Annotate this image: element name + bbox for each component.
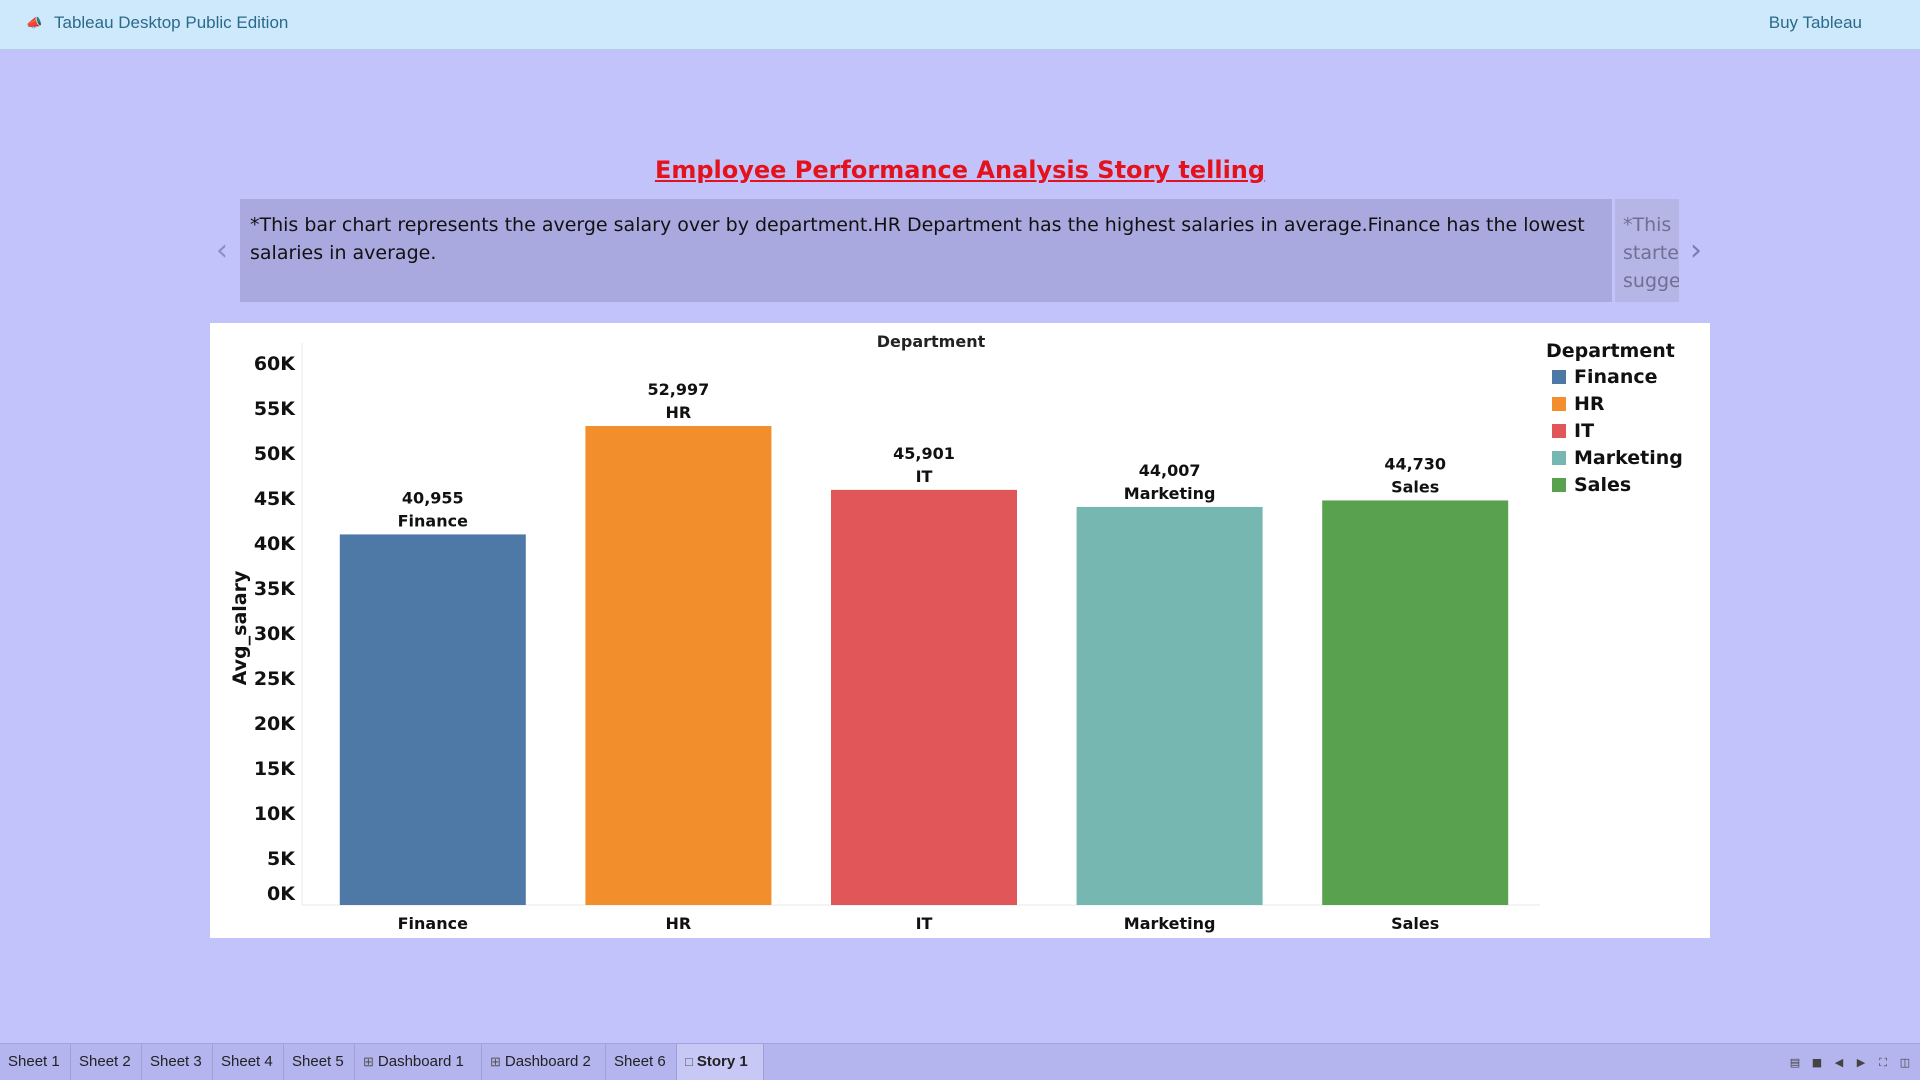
legend-item-sales: Sales — [1574, 474, 1631, 496]
bar-category-label: Sales — [1391, 477, 1439, 496]
x-tick-label: HR — [666, 914, 692, 933]
x-tick-label: IT — [916, 914, 933, 933]
tab-dashboard-2[interactable]: ⊞ Dashboard 2 — [482, 1044, 606, 1080]
x-tick-label: Marketing — [1124, 914, 1216, 933]
y-tick-label: 25K — [254, 668, 296, 690]
legend-item-finance: Finance — [1574, 366, 1658, 388]
tab-label: Sheet 5 — [292, 1053, 344, 1070]
story-point-caption[interactable]: *This bar chart represents the averge sa… — [240, 199, 1612, 302]
presentation-mode-icon[interactable]: ⛶ — [1879, 1056, 1887, 1069]
legend-swatch — [1552, 370, 1566, 384]
y-tick-label: 15K — [254, 758, 296, 780]
tab-label: Sheet 6 — [614, 1053, 666, 1070]
y-tick-label: 50K — [254, 443, 296, 465]
next-story-point-arrow-icon[interactable]: › — [1690, 233, 1702, 268]
next-caption-line: starte — [1623, 242, 1679, 264]
show-sheet-sorter-icon[interactable]: ▤ — [1789, 1056, 1801, 1069]
bar-marketing — [1076, 506, 1263, 905]
tab-label: Sheet 3 — [150, 1053, 202, 1070]
previous-sheet-icon[interactable]: ◀ — [1834, 1056, 1844, 1069]
legend-swatch — [1552, 478, 1566, 492]
tab-sheet-3[interactable]: Sheet 3 — [142, 1044, 213, 1080]
bar-value-label: 44,730 — [1384, 454, 1446, 473]
next-sheet-icon[interactable]: ▶ — [1856, 1056, 1866, 1069]
tab-label: Dashboard 2 — [504, 1053, 591, 1070]
y-tick-label: 5K — [267, 848, 296, 870]
y-tick-label: 40K — [254, 533, 296, 555]
tab-sheet-2[interactable]: Sheet 2 — [71, 1044, 142, 1080]
y-tick-label: 35K — [254, 578, 296, 600]
tab-label: Sheet 2 — [79, 1053, 131, 1070]
tab-bar-tools: ▤ ■ ◀ ▶ ⛶ ◫ — [1788, 1056, 1912, 1070]
next-caption-line: *This — [1623, 214, 1672, 236]
x-tick-label: Sales — [1391, 914, 1439, 933]
y-tick-label: 20K — [254, 713, 296, 735]
tab-sheet-5[interactable]: Sheet 5 — [284, 1044, 355, 1080]
tab-label: Sheet 1 — [8, 1053, 60, 1070]
dashboard-icon: ⊞ — [490, 1054, 501, 1069]
tab-label: Dashboard 1 — [377, 1053, 464, 1070]
show-filmstrip-icon[interactable]: ■ — [1811, 1056, 1823, 1069]
y-tick-label: 60K — [254, 353, 296, 375]
bar-category-label: IT — [916, 467, 933, 486]
bar-value-label: 52,997 — [648, 380, 710, 399]
y-tick-label: 0K — [267, 883, 296, 905]
tab-label: Sheet 4 — [221, 1053, 273, 1070]
tab-sheet-6[interactable]: Sheet 6 — [606, 1044, 677, 1080]
previous-story-point-arrow-icon[interactable]: ‹ — [216, 233, 228, 268]
tab-dashboard-1[interactable]: ⊞ Dashboard 1 — [355, 1044, 482, 1080]
bar-category-label: HR — [666, 403, 692, 422]
story-title: Employee Performance Analysis Story tell… — [654, 156, 1266, 184]
bar-sales — [1322, 500, 1509, 905]
chart-title: Department — [877, 332, 986, 351]
legend-swatch — [1552, 451, 1566, 465]
present-icon[interactable]: ◫ — [1899, 1056, 1911, 1069]
y-tick-label: 10K — [254, 803, 296, 825]
y-axis-label: Avg_salary — [229, 570, 251, 685]
buy-tableau-link[interactable]: Buy Tableau — [1768, 13, 1862, 32]
y-tick-label: 30K — [254, 623, 296, 645]
story-icon: □ — [685, 1054, 693, 1069]
bar-value-label: 40,955 — [402, 488, 464, 507]
legend-swatch — [1552, 397, 1566, 411]
y-tick-label: 55K — [254, 398, 296, 420]
legend-swatch — [1552, 424, 1566, 438]
next-caption-line: sugge — [1623, 270, 1679, 292]
tab-label: Story 1 — [696, 1053, 748, 1070]
tab-story-1[interactable]: □ Story 1 — [677, 1044, 764, 1080]
bar-hr — [585, 426, 772, 905]
bar-value-label: 44,007 — [1139, 461, 1201, 480]
megaphone-icon: 📣 — [26, 16, 43, 31]
x-tick-label: Finance — [398, 914, 468, 933]
next-story-point-caption[interactable]: *This starte sugge — [1615, 199, 1679, 302]
tab-sheet-1[interactable]: Sheet 1 — [0, 1044, 71, 1080]
bar-it — [831, 489, 1017, 905]
tab-sheet-4[interactable]: Sheet 4 — [213, 1044, 284, 1080]
chart-panel: Department Avg_salary 0K 5K 10K 15K 20K 25K 30K 3… — [210, 323, 1710, 938]
legend-title: Department — [1546, 340, 1675, 362]
bar-category-label: Marketing — [1124, 484, 1216, 503]
legend-item-it: IT — [1574, 420, 1594, 442]
legend-item-marketing: Marketing — [1574, 447, 1683, 469]
app-title: Tableau Desktop Public Edition — [54, 13, 289, 32]
y-tick-label: 45K — [254, 488, 296, 510]
bar-finance — [339, 534, 526, 905]
bar-category-label: Finance — [398, 511, 468, 530]
bar-chart: Department Avg_salary 0K 5K 10K 15K 20K 25K 30K 3… — [229, 332, 1683, 933]
top-bar: 📣 Tableau Desktop Public Edition Buy Tab… — [0, 0, 1920, 50]
sheet-tab-bar: Sheet 1 Sheet 2 Sheet 3 Sheet 4 Sheet 5 ⊞ Dash… — [0, 1043, 1920, 1080]
legend-item-hr: HR — [1574, 393, 1605, 415]
bar-value-label: 45,901 — [893, 444, 955, 463]
dashboard-icon: ⊞ — [363, 1054, 374, 1069]
